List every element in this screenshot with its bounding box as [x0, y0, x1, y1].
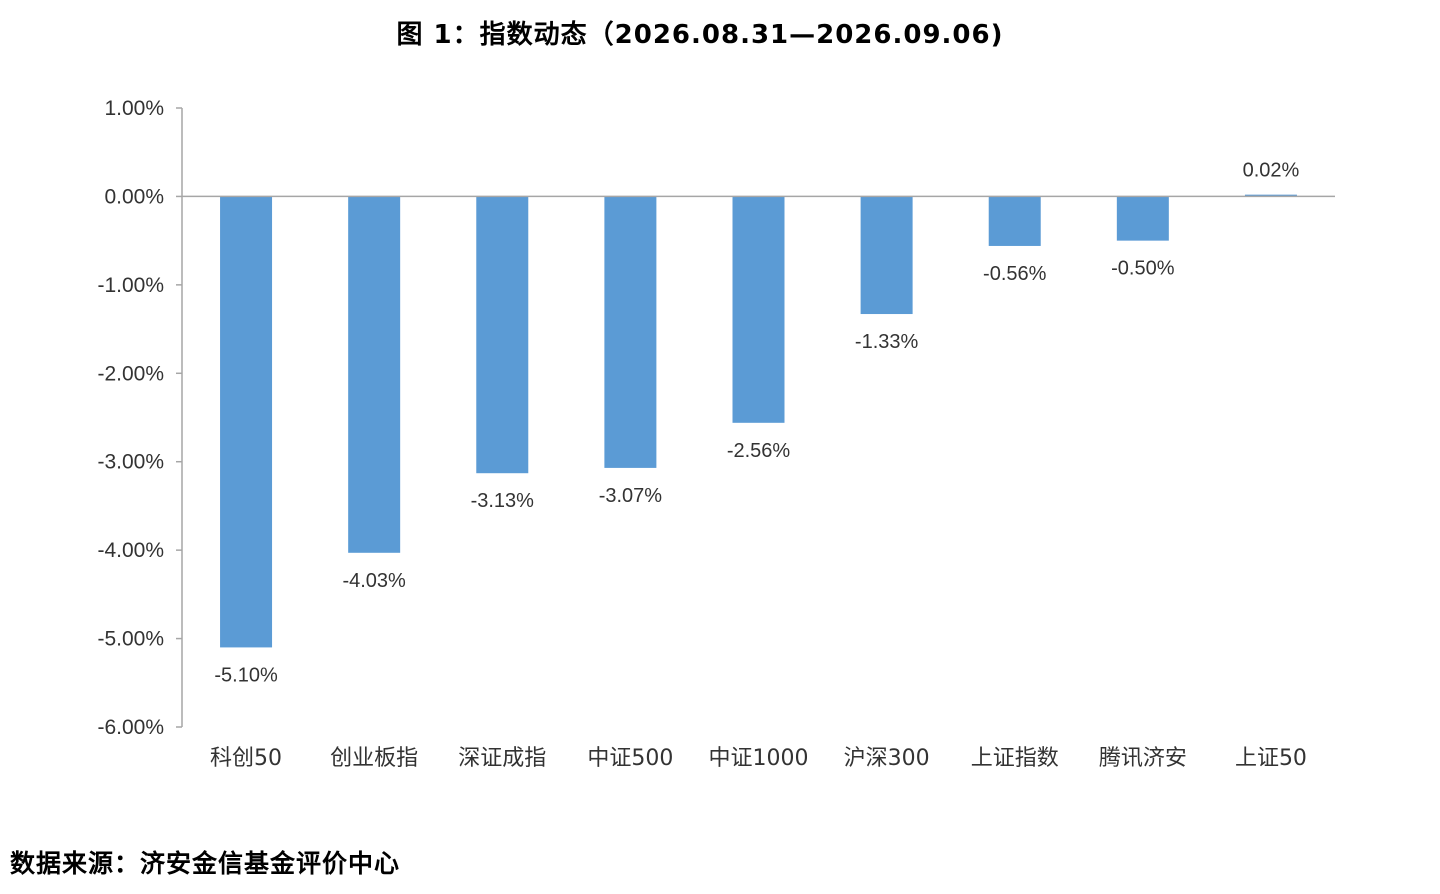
y-axis: 1.00% 0.00% -1.00% -2.00% -3.00% -4.00% -5.00%… [97, 97, 183, 739]
data-label: -0.56% [983, 263, 1047, 285]
category-label: 创业板指 [330, 746, 418, 771]
bar-series [220, 194, 1297, 648]
data-label: -4.03% [342, 570, 406, 592]
data-label: -2.56% [727, 440, 791, 462]
data-label: -1.33% [855, 331, 919, 353]
data-label: -3.13% [471, 490, 535, 512]
y-tick-label: -2.00% [97, 362, 164, 385]
data-label: -5.10% [214, 664, 278, 686]
bar [860, 196, 913, 315]
y-tick-label: -3.00% [97, 451, 164, 474]
category-label: 上证50 [1235, 746, 1307, 771]
category-axis: 科创50 创业板指 深证成指 中证500 中证1000 沪深300 上证指数 腾讯济安 上证50 [210, 746, 1307, 771]
y-tick-label: 1.00% [104, 97, 164, 120]
bar [988, 196, 1041, 246]
bar [476, 196, 529, 474]
chart-title: 图 1：指数动态（2026.08.31—2026.09.06) [396, 20, 1004, 50]
y-tick-label: 0.00% [104, 185, 164, 208]
bar [604, 196, 657, 468]
bar [1244, 194, 1297, 197]
y-tick-label: -4.00% [97, 539, 164, 562]
data-label: -0.50% [1111, 258, 1175, 280]
source-note: 数据来源：济安金信基金评价中心 [10, 849, 401, 878]
category-label: 科创50 [210, 746, 282, 771]
category-label: 中证1000 [709, 746, 809, 771]
data-labels: -5.10% -4.03% -3.13% -3.07% -2.56% -1.33% -0.5… [214, 160, 1299, 687]
category-label: 腾讯济安 [1099, 746, 1187, 771]
category-label: 中证500 [587, 746, 673, 771]
data-label: -3.07% [599, 485, 663, 507]
bar [1116, 196, 1169, 241]
bar [348, 196, 401, 553]
y-tick-label: -6.00% [97, 716, 164, 739]
y-tick-label: -5.00% [97, 628, 164, 651]
y-tick-label: -1.00% [97, 274, 164, 297]
bar [732, 196, 785, 423]
category-label: 沪深300 [844, 746, 930, 771]
bar [220, 196, 273, 648]
data-label: 0.02% [1243, 160, 1300, 182]
category-label: 上证指数 [971, 746, 1059, 771]
category-label: 深证成指 [458, 746, 546, 771]
